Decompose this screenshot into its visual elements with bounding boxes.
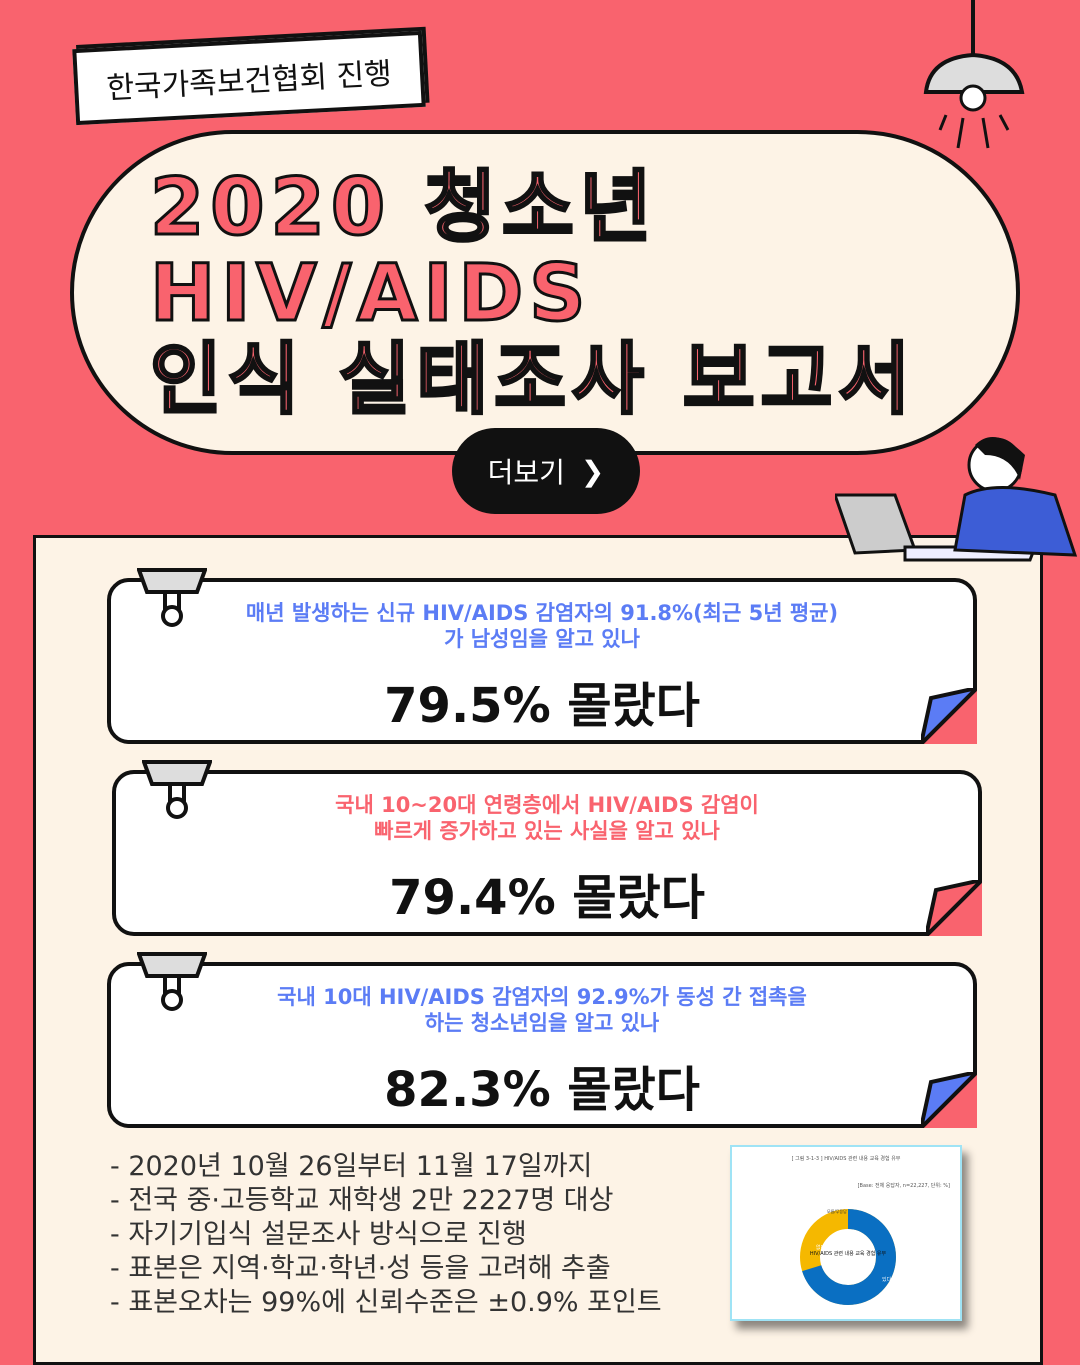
lamp-icon <box>923 0 1025 149</box>
note-item: - 자기기입식 설문조사 방식으로 진행 <box>110 1219 527 1250</box>
organizer-tag: 한국가족보건협회 진행 <box>72 30 426 126</box>
card-answer: 79.4% 몰랐다 <box>389 870 705 926</box>
donut-chart: HIV/AIDS 관련 내용 교육 경험 유무 있다 없다 모름/무응답 <box>800 1208 896 1305</box>
title-line: HIV/AIDS <box>148 249 592 339</box>
slice-label: 모름/무응답 <box>827 1208 847 1214</box>
binder-clip-icon <box>137 952 207 1011</box>
card-question: 빠르게 증가하고 있는 사실을 알고 있나 <box>374 819 720 843</box>
title-banner <box>70 130 1020 455</box>
more-button[interactable]: 더보기 ❯ <box>452 428 640 514</box>
page-fold-icon <box>921 688 977 744</box>
card-answer: 79.5% 몰랐다 <box>384 678 700 734</box>
survey-notes: - 2020년 10월 26일부터 11월 17일까지 - 전국 중·고등학교 … <box>110 1150 662 1320</box>
binder-clip-icon <box>137 568 207 627</box>
card-answer: 82.3% 몰랐다 <box>384 1062 700 1118</box>
page-fold-icon <box>921 1072 977 1128</box>
report-title: [ 그림 3-1-3 ] HIV/AIDS 관련 내용 교육 경험 유무 <box>791 1156 901 1162</box>
student-illustration <box>835 437 1078 562</box>
card-question: 매년 발생하는 신규 HIV/AIDS 감염자의 91.8%(최근 5년 평균) <box>245 601 839 625</box>
more-label: 더보기 <box>487 456 565 489</box>
donut-slice-yes <box>800 1209 896 1305</box>
donut-center-label: HIV/AIDS 관련 내용 교육 경험 유무 <box>810 1250 887 1257</box>
fact-card: 국내 10대 HIV/AIDS 감염자의 92.9%가 동성 간 접촉을 하는 청… <box>107 952 977 1128</box>
report-image: [ 그림 3-1-3 ] HIV/AIDS 관련 내용 교육 경험 유무 [Ba… <box>730 1145 962 1321</box>
note-item: - 표본은 지역·학교·학년·성 등을 고려해 추출 <box>110 1253 611 1284</box>
slice-label: 없다 <box>816 1244 826 1251</box>
note-item: - 전국 중·고등학교 재학생 2만 2227명 대상 <box>110 1185 614 1216</box>
organizer-text: 한국가족보건협회 진행 <box>105 56 393 107</box>
fact-card: 국내 10~20대 연령층에서 HIV/AIDS 감염이 빠르게 증가하고 있는 … <box>112 760 982 936</box>
card-question: 국내 10대 HIV/AIDS 감염자의 92.9%가 동성 간 접촉을 <box>277 985 807 1009</box>
note-item: - 2020년 10월 26일부터 11월 17일까지 <box>110 1151 593 1182</box>
title-line: 인식 실태조사 보고서 <box>148 335 917 425</box>
card-question: 하는 청소년임을 알고 있나 <box>424 1011 660 1035</box>
card-question: 국내 10~20대 연령층에서 HIV/AIDS 감염이 <box>335 793 759 817</box>
fact-card: 매년 발생하는 신규 HIV/AIDS 감염자의 91.8%(최근 5년 평균)… <box>107 568 977 744</box>
binder-clip-icon <box>142 760 212 819</box>
slice-label: 있다 <box>882 1276 892 1283</box>
note-item: - 표본오차는 99%에 신뢰수준은 ±0.9% 포인트 <box>110 1287 662 1318</box>
page-title: 2020 청소년 HIV/AIDS 인식 실태조사 보고서 <box>148 163 917 425</box>
chevron-right-icon: ❯ <box>580 454 605 488</box>
page-fold-icon <box>926 880 982 936</box>
title-line: 2020 청소년 <box>148 163 658 253</box>
report-base: [Base: 전체 응답자, n=22,227, 단위: %] <box>857 1183 950 1189</box>
card-question: 가 남성임을 알고 있나 <box>444 627 640 651</box>
